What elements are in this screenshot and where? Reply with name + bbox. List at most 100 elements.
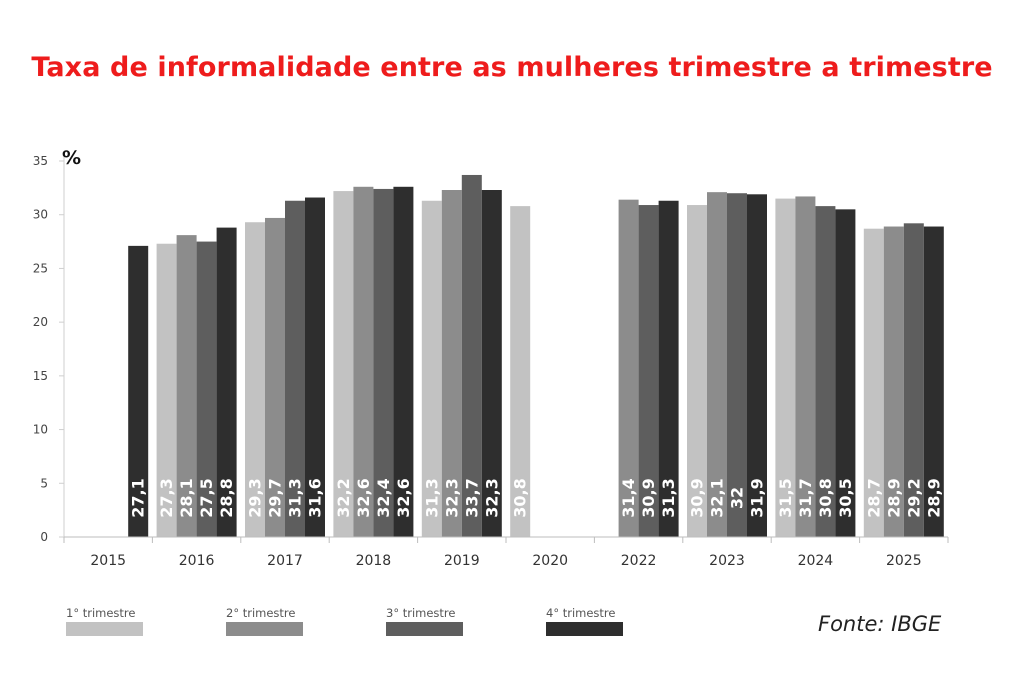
bar-value-label: 32,1 xyxy=(708,478,727,517)
x-tick-label: 2025 xyxy=(886,553,922,569)
y-tick-label: 15 xyxy=(33,369,48,383)
bar-value-label: 29,3 xyxy=(246,478,265,517)
bar xyxy=(727,193,747,537)
bar xyxy=(265,217,285,538)
bar xyxy=(176,235,197,537)
bar xyxy=(707,192,727,537)
bar-value-label: 27,3 xyxy=(157,478,176,517)
bar-value-label: 27,1 xyxy=(129,478,148,517)
y-tick-label: 0 xyxy=(40,530,48,544)
y-axis-label: % xyxy=(62,147,81,169)
x-tick-label: 2020 xyxy=(532,553,568,569)
bar-value-label: 31,6 xyxy=(306,478,325,517)
bar-value-label: 31,3 xyxy=(286,478,305,517)
bar xyxy=(353,186,374,538)
y-axis: 0 5 10 15 20 25 30 35% xyxy=(33,147,81,544)
bar xyxy=(333,191,354,537)
legend-swatch xyxy=(66,622,143,636)
chart-title: Taxa de informalidade entre as mulheres … xyxy=(31,52,993,83)
bar xyxy=(196,241,217,538)
bar xyxy=(835,209,856,538)
bar xyxy=(441,190,462,537)
bar-value-label: 32,4 xyxy=(374,478,393,517)
x-tick-label: 2017 xyxy=(267,553,303,569)
bar-value-label: 32,6 xyxy=(394,478,413,517)
bar-value-label: 31,7 xyxy=(796,478,815,517)
bar-value-label: 30,8 xyxy=(816,478,835,517)
bar xyxy=(618,199,639,537)
bar-value-label: 33,7 xyxy=(462,478,481,517)
y-tick-label: 35 xyxy=(33,154,48,168)
bar xyxy=(245,222,265,537)
bar-value-label: 30,9 xyxy=(688,478,707,517)
legend-swatch xyxy=(226,622,303,636)
bar xyxy=(393,186,414,538)
bar-value-label: 30,5 xyxy=(836,478,855,517)
bar-value-label: 32,3 xyxy=(442,478,461,517)
bar-value-label: 31,3 xyxy=(659,478,678,517)
bar xyxy=(510,206,531,537)
legend-label: 1° trimestre xyxy=(66,606,135,620)
bar-value-label: 30,9 xyxy=(639,478,658,517)
bar xyxy=(923,226,944,537)
y-tick-label: 25 xyxy=(33,261,48,275)
y-tick-label: 5 xyxy=(40,476,48,490)
x-tick-label: 2015 xyxy=(90,553,126,569)
bar-value-label: 31,5 xyxy=(776,478,795,517)
bar-value-label: 28,9 xyxy=(924,478,943,517)
bar-value-label: 29,7 xyxy=(266,478,285,517)
x-axis: 2015 2016 2017 2018 2019 2020 2022 2023 2024 2025 xyxy=(63,536,949,569)
bar-value-label: 28,9 xyxy=(884,478,903,517)
bar xyxy=(775,198,796,537)
bar xyxy=(658,200,679,537)
legend-label: 2° trimestre xyxy=(226,606,295,620)
bar xyxy=(815,206,836,537)
x-tick-label: 2023 xyxy=(709,553,745,569)
legend-swatch xyxy=(546,622,623,636)
bar xyxy=(421,200,442,537)
bar-value-label: 27,5 xyxy=(197,478,216,517)
bar xyxy=(373,188,394,537)
legend: 1° trimestre 2° trimestre 3° trimestre 4° t… xyxy=(66,606,623,636)
bar-value-label: 28,8 xyxy=(217,478,236,517)
bar-value-label: 29,2 xyxy=(904,478,923,517)
y-tick-label: 20 xyxy=(33,315,48,329)
bar-value-label: 31,3 xyxy=(422,478,441,517)
legend-swatch xyxy=(386,622,463,636)
bar xyxy=(883,226,904,537)
bar xyxy=(156,243,177,537)
y-tick-label: 30 xyxy=(33,208,48,222)
bar-value-label: 30,8 xyxy=(511,478,530,517)
bar xyxy=(216,227,237,537)
legend-label: 3° trimestre xyxy=(386,606,455,620)
bar-value-label: 28,7 xyxy=(864,478,883,517)
bar xyxy=(687,205,707,537)
bar xyxy=(285,200,305,537)
source-note: Fonte: IBGE xyxy=(818,612,942,636)
bar-value-label: 28,1 xyxy=(177,478,196,517)
bar xyxy=(481,190,502,537)
bar-value-label: 31,4 xyxy=(619,478,638,517)
bars: 27,1 27,3 28,1 27,5 28,8 29,3 29,7 31,3 31,6 32,2… xyxy=(128,174,944,538)
y-tick-label: 10 xyxy=(33,423,48,437)
bar-value-label: 32,3 xyxy=(482,478,501,517)
bar-value-label: 32,6 xyxy=(354,478,373,517)
legend-label: 4° trimestre xyxy=(546,606,615,620)
bar xyxy=(305,197,325,538)
x-tick-label: 2016 xyxy=(179,553,215,569)
x-tick-label: 2024 xyxy=(798,553,834,569)
bar xyxy=(747,194,767,537)
bar xyxy=(128,245,149,537)
x-tick-label: 2022 xyxy=(621,553,657,569)
bar xyxy=(638,205,659,537)
bar-value-label: 31,9 xyxy=(748,478,767,517)
bar-value-label: 32,2 xyxy=(334,478,353,517)
bar xyxy=(863,228,884,537)
bar xyxy=(795,196,816,538)
x-tick-label: 2019 xyxy=(444,553,480,569)
bar-value-label: 32 xyxy=(728,487,747,509)
bar xyxy=(903,223,924,537)
x-tick-label: 2018 xyxy=(356,553,392,569)
bar xyxy=(461,174,482,538)
